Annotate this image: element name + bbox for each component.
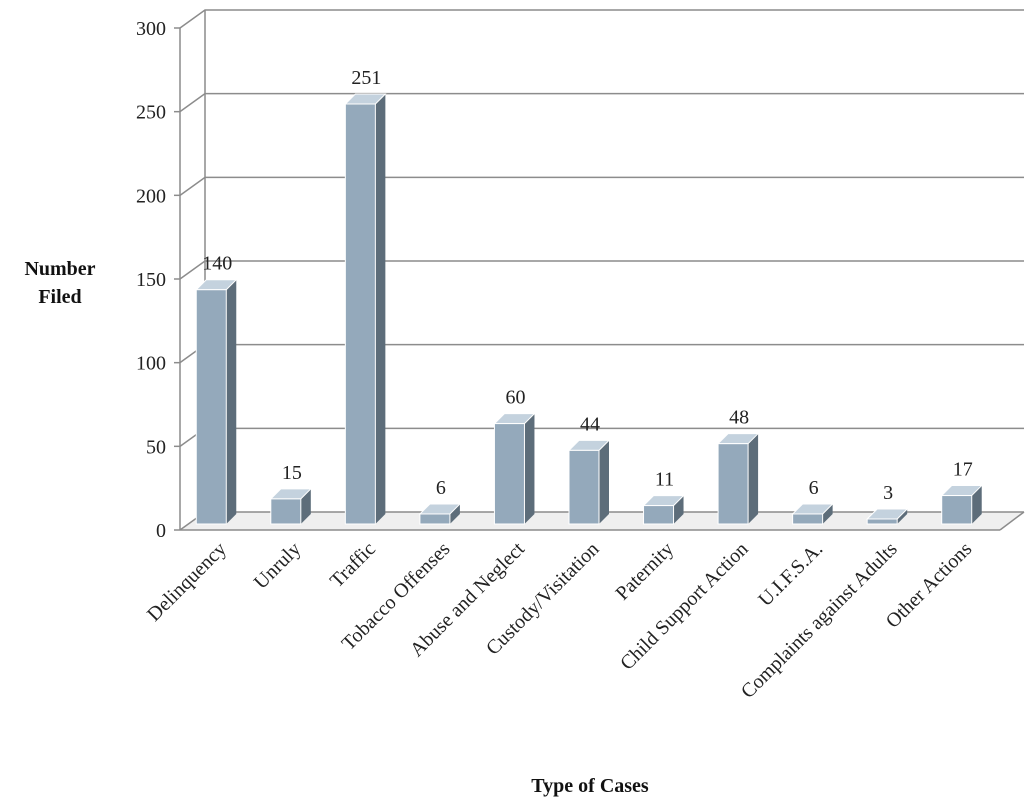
data-label: 44 <box>580 413 600 435</box>
gridline <box>179 9 1024 29</box>
data-labels: 140 15 251 6 60 44 11 48 6 3 17 <box>202 67 972 504</box>
bar-side <box>971 485 982 524</box>
bar <box>940 485 983 525</box>
data-label: 11 <box>655 469 674 491</box>
bar-front <box>643 505 675 525</box>
y-axis-title-line-2: Filed <box>38 286 81 308</box>
bar <box>716 433 760 525</box>
data-label: 17 <box>953 459 973 481</box>
bar-side <box>673 495 684 524</box>
bar-front <box>717 443 749 525</box>
y-tick-label: 200 <box>136 185 166 207</box>
bar-front <box>792 513 824 525</box>
category-label: Complaints against Adults <box>737 538 902 703</box>
bar <box>418 503 462 525</box>
bar-front <box>568 449 600 525</box>
bar <box>567 439 611 525</box>
y-tick-label: 300 <box>136 18 166 40</box>
bar-front <box>866 518 898 525</box>
bar-front <box>941 495 973 525</box>
bar-side <box>226 279 237 524</box>
bar-side <box>748 433 759 524</box>
bar-front <box>195 289 227 525</box>
x-axis-title: Type of Cases <box>531 775 649 797</box>
y-tick-label: 100 <box>136 353 166 375</box>
floor-right-edge <box>999 511 1025 531</box>
bar-side <box>524 413 535 524</box>
category-label: Paternity <box>611 538 678 605</box>
y-tick-label: 150 <box>136 269 166 291</box>
data-label: 251 <box>351 67 381 89</box>
bar-side <box>897 508 908 524</box>
bar-front <box>419 513 451 525</box>
gridline <box>179 260 1024 280</box>
bar <box>865 508 909 525</box>
y-axis-ticks: 0 50 100 150 200 250 300 <box>136 18 166 542</box>
data-label: 48 <box>729 407 749 429</box>
y-tick-label: 0 <box>156 520 166 542</box>
bar <box>791 503 834 525</box>
category-label: Unruly <box>250 538 306 594</box>
data-label: 60 <box>505 387 525 409</box>
bar-side <box>375 93 386 524</box>
bar-side <box>822 503 833 524</box>
category-label: Delinquency <box>143 538 231 626</box>
category-label: Traffic <box>326 538 380 592</box>
gridline <box>179 176 1024 196</box>
y-tick-label: 50 <box>146 436 166 458</box>
bar-side <box>449 503 460 524</box>
data-label: 6 <box>436 477 446 499</box>
data-label: 6 <box>809 477 819 499</box>
gridline <box>179 343 1024 364</box>
data-label: 140 <box>202 253 232 275</box>
bar <box>269 488 313 525</box>
bars <box>195 93 983 525</box>
bar-front <box>493 423 525 525</box>
bar <box>195 279 238 525</box>
bar-side <box>599 440 609 524</box>
bar <box>493 413 536 525</box>
bar <box>642 495 685 525</box>
bar <box>344 93 387 525</box>
bar-front <box>270 498 302 525</box>
category-label: Child Support Action <box>616 538 753 675</box>
data-label: 3 <box>883 482 893 504</box>
y-tick-label: 250 <box>136 102 166 124</box>
y-axis-title-line-1: Number <box>24 258 95 280</box>
gridline <box>179 92 1024 113</box>
category-label: U.I.F.S.A. <box>754 538 827 611</box>
bar-side <box>300 488 311 524</box>
data-label: 15 <box>282 462 302 484</box>
bar-front <box>344 103 376 525</box>
